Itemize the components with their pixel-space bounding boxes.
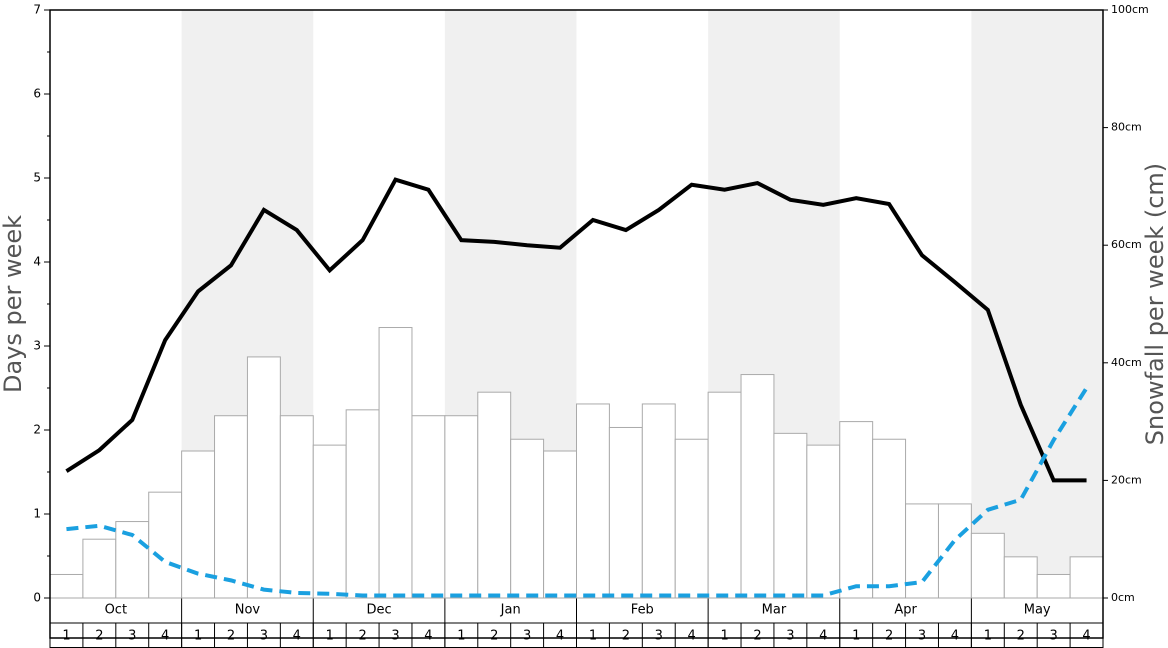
week-label: 4 — [161, 629, 169, 644]
bar — [707, 391, 742, 599]
week-label: 1 — [589, 629, 597, 644]
week-label: 2 — [227, 629, 235, 644]
bar — [1069, 556, 1104, 599]
week-label: 2 — [358, 629, 366, 644]
month-label: Nov — [235, 603, 261, 618]
month-label: Oct — [105, 603, 127, 618]
week-label: 1 — [457, 629, 465, 644]
week-label: 2 — [622, 629, 630, 644]
bar — [82, 538, 117, 599]
y-tick-label: 0 — [33, 591, 41, 605]
plot-frame — [49, 9, 1104, 639]
y-tick-label: 5 — [33, 171, 41, 185]
bar — [543, 450, 577, 599]
week-label: 4 — [688, 629, 696, 644]
y2-tick-label: 80cm — [1111, 121, 1142, 134]
bar — [872, 438, 907, 599]
month-label: Apr — [894, 603, 917, 618]
bar — [773, 432, 808, 599]
week-label: 1 — [984, 629, 992, 644]
y2-tick-label: 40cm — [1111, 356, 1142, 369]
month-label: Jan — [500, 603, 521, 618]
week-label: 3 — [918, 629, 926, 644]
bar — [312, 444, 347, 599]
bar — [279, 415, 314, 599]
bar — [477, 391, 512, 599]
bar — [674, 438, 709, 599]
bar — [839, 421, 874, 599]
y-tick-label: 7 — [33, 3, 41, 17]
bar — [970, 532, 1005, 599]
y2-tick-label: 60cm — [1111, 238, 1142, 251]
week-label: 2 — [885, 629, 893, 644]
bar — [49, 573, 84, 599]
bar — [806, 444, 841, 599]
week-label: 3 — [523, 629, 531, 644]
y-tick-label: 6 — [33, 87, 41, 101]
week-label: 1 — [720, 629, 728, 644]
bar — [214, 415, 248, 599]
bar — [246, 356, 281, 599]
month-label: Dec — [366, 603, 391, 618]
week-label: 2 — [753, 629, 761, 644]
bar — [1036, 573, 1071, 599]
month-label: Mar — [762, 603, 787, 618]
line — [65, 177, 1087, 483]
week-label: 3 — [786, 629, 794, 644]
y-tick-label: 4 — [33, 255, 41, 269]
week-label: 4 — [819, 629, 827, 644]
bar — [937, 503, 972, 599]
y2-axis-label: Snowfall per week (cm) — [1141, 163, 1168, 445]
week-label: 1 — [852, 629, 860, 644]
week-label: 3 — [260, 629, 268, 644]
month-label: Feb — [631, 603, 654, 618]
bar — [378, 327, 413, 599]
bar — [641, 403, 676, 599]
line — [66, 386, 1089, 598]
bar — [576, 403, 610, 599]
week-label: 4 — [1082, 629, 1090, 644]
week-label: 1 — [194, 629, 202, 644]
bar — [444, 415, 479, 599]
week-label: 4 — [424, 629, 432, 644]
week-label: 4 — [293, 629, 301, 644]
bar — [608, 426, 643, 599]
week-label: 2 — [490, 629, 498, 644]
bar — [740, 374, 775, 599]
week-label: 2 — [1017, 629, 1025, 644]
week-label: 4 — [556, 629, 564, 644]
week-label: 3 — [391, 629, 399, 644]
bar — [1003, 556, 1038, 599]
week-label: 2 — [95, 629, 103, 644]
background — [181, 10, 1103, 598]
week-label: 4 — [951, 629, 959, 644]
week-label: 1 — [62, 629, 70, 644]
y2-tick-label: 0cm — [1111, 591, 1135, 604]
week-label: 1 — [326, 629, 334, 644]
y-tick-label: 3 — [33, 339, 41, 353]
y-tick-label: 1 — [33, 507, 41, 521]
week-label: 3 — [655, 629, 663, 644]
week-label: 3 — [128, 629, 136, 644]
y-axis-label: Days per week — [0, 215, 27, 393]
y-tick-label: 2 — [33, 423, 41, 437]
y2-tick-label: 100cm — [1111, 3, 1149, 16]
month-label: May — [1024, 603, 1051, 618]
week-label: 3 — [1050, 629, 1058, 644]
month-shade — [971, 10, 1103, 598]
bar — [510, 438, 545, 599]
bar — [345, 409, 380, 599]
bar — [148, 491, 183, 599]
bar — [411, 415, 446, 599]
y2-tick-label: 20cm — [1111, 473, 1142, 486]
